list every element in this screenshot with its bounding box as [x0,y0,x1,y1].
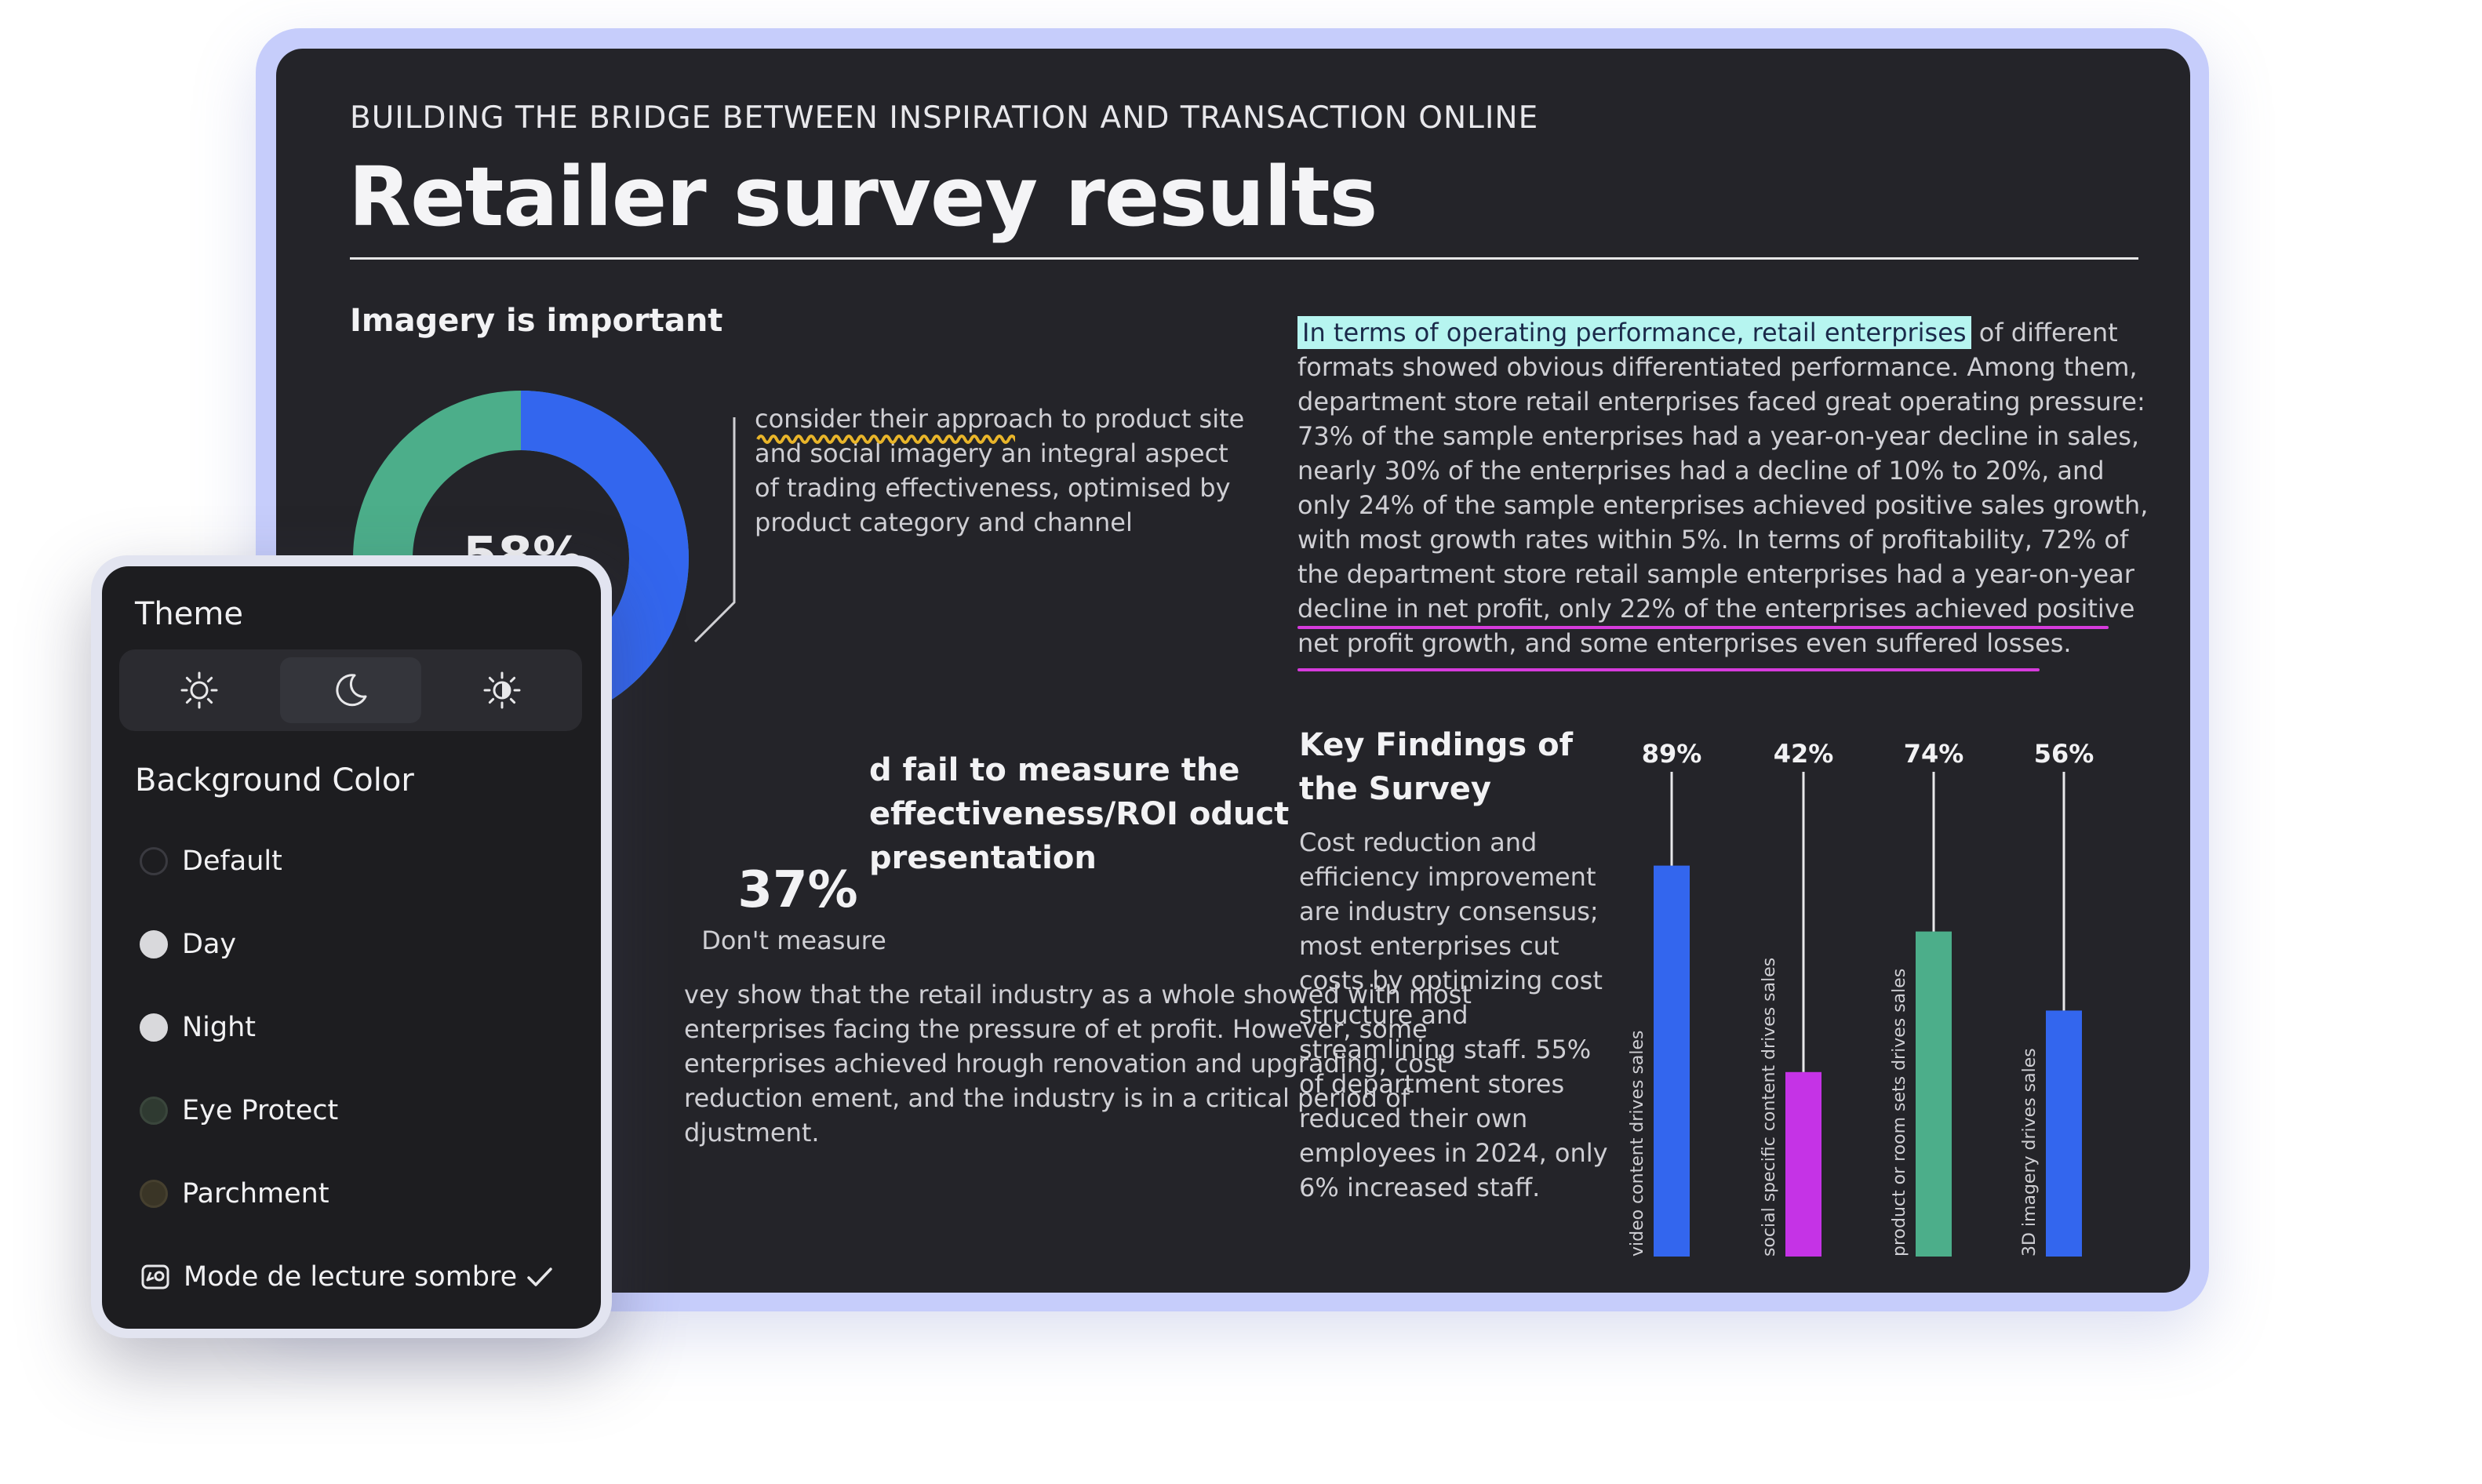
bar-category-label-3: 3D imagery drives sales [2020,1048,2040,1257]
bg-option-day[interactable]: Day [140,921,579,968]
bar-category-label-2: product or room sets drives sales [1890,969,1909,1257]
background-color-title: Background Color [135,762,414,798]
bg-option-parchment[interactable]: Parchment [140,1170,579,1217]
document-kicker: BUILDING THE BRIDGE BETWEEN INSPIRATION … [350,100,1539,136]
annotation-underline-2 [1297,668,2040,671]
page-title: Retailer survey results [348,149,1377,245]
measure-heading: d fail to measure the effectiveness/ROI … [869,752,1290,876]
moon-icon [336,674,367,707]
findings-heading: Key Findings of the Survey [1299,727,1574,807]
theme-light-button[interactable] [129,657,270,723]
theme-title: Theme [135,596,243,632]
squiggle-underline [756,435,1015,444]
theme-selector [119,649,582,731]
bar-value-label-3: 56% [2034,739,2094,769]
bar-chart: 89% video content drives sales 42% social s… [1628,739,2094,1257]
bg-option-eye-protect[interactable]: Eye Protect [140,1087,579,1134]
bg-option-label: Night [182,1012,257,1043]
measure-stat-label: Don't measure [701,926,886,955]
bg-option-night[interactable]: Night [140,1004,579,1051]
theme-dark-button[interactable] [280,657,421,723]
callout-connector [693,417,736,643]
bar-1 [1785,1071,1821,1257]
imagery-description[interactable]: consider their approach to product site … [755,402,1257,540]
bar-value-label-1: 42% [1774,739,1834,769]
bar-value-label-0: 89% [1642,739,1702,769]
bar-value-label-2: 74% [1904,739,1964,769]
radio-default[interactable] [140,847,168,875]
reading-mode-icon [141,1264,169,1289]
reader-settings-panel: Theme [102,566,601,1329]
radio-night[interactable] [140,1013,168,1042]
underlined-phrase[interactable]: consider their approach [755,404,1054,434]
annotation-underline-1 [1297,626,2109,629]
document-screen[interactable]: BUILDING THE BRIDGE BETWEEN INSPIRATION … [276,49,2190,1293]
dark-reading-mode-toggle[interactable]: Mode de lecture sombre [140,1253,579,1300]
measure-stat-value: 37% [737,861,858,919]
bg-option-default[interactable]: Default [140,838,579,885]
operating-paragraph[interactable]: In terms of operating performance, retai… [1297,315,2153,660]
bg-option-label: Parchment [182,1178,329,1209]
highlighted-text[interactable]: In terms of operating performance, retai… [1297,316,1971,349]
radio-parchment[interactable] [140,1180,168,1208]
bar-3 [2046,1010,2082,1257]
bar-category-label-1: social specific content drives sales [1760,958,1779,1257]
radio-eye-protect[interactable] [140,1097,168,1125]
checkmark-icon [527,1268,552,1286]
bar-2 [1916,931,1952,1257]
bg-option-label: Default [182,846,282,877]
bg-option-label: Eye Protect [182,1095,339,1126]
auto-brightness-icon [483,671,521,709]
sun-icon [180,671,218,709]
theme-auto-button[interactable] [431,657,573,723]
imagery-heading: Imagery is important [350,303,723,339]
title-divider [350,257,2138,260]
bar-0 [1654,865,1690,1257]
measure-body: vey show that the retail industry as a w… [684,980,1472,1148]
operating-paragraph-rest: of different formats showed obvious diff… [1297,318,2149,658]
dark-reading-mode-label: Mode de lecture sombre [184,1261,518,1293]
bar-category-label-0: video content drives sales [1628,1031,1647,1257]
findings-body: Cost reduction and efficiency improvemen… [1299,827,1608,1202]
bg-option-label: Day [182,929,237,960]
radio-day[interactable] [140,930,168,958]
